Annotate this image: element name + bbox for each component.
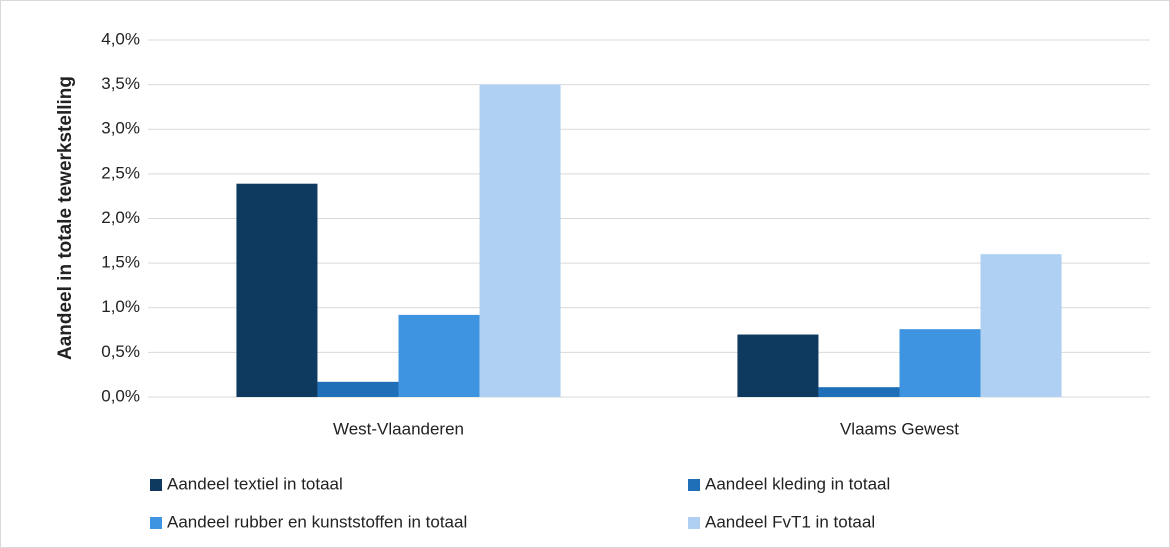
bar (980, 254, 1062, 397)
x-tick-label: West-Vlaanderen (333, 419, 464, 438)
bar (398, 314, 480, 397)
bar (818, 387, 900, 397)
y-tick-label: 2,0% (101, 208, 140, 227)
y-tick-label: 1,0% (101, 297, 140, 316)
bar (737, 334, 819, 397)
legend-swatch (688, 517, 700, 529)
legend-swatch (150, 479, 162, 491)
y-tick-label: 0,0% (101, 386, 140, 405)
y-tick-label: 2,5% (101, 163, 140, 182)
bar (899, 329, 981, 397)
legend-label: Aandeel kleding in totaal (705, 474, 890, 493)
legend-label: Aandeel textiel in totaal (167, 474, 343, 493)
bar (236, 183, 318, 397)
y-tick-label: 3,5% (101, 74, 140, 93)
legend-label: Aandeel rubber en kunststoffen in totaal (167, 512, 467, 531)
legend-swatch (688, 479, 700, 491)
y-tick-label: 4,0% (101, 29, 140, 48)
y-tick-label: 3,0% (101, 119, 140, 138)
bar (317, 381, 399, 397)
bar (479, 84, 561, 397)
y-tick-label: 0,5% (101, 342, 140, 361)
legend-label: Aandeel FvT1 in totaal (705, 512, 875, 531)
x-tick-label: Vlaams Gewest (840, 419, 959, 438)
legend-swatch (150, 517, 162, 529)
y-tick-label: 1,5% (101, 253, 140, 272)
y-axis-title: Aandeel in totale tewerkstelling (55, 76, 76, 360)
